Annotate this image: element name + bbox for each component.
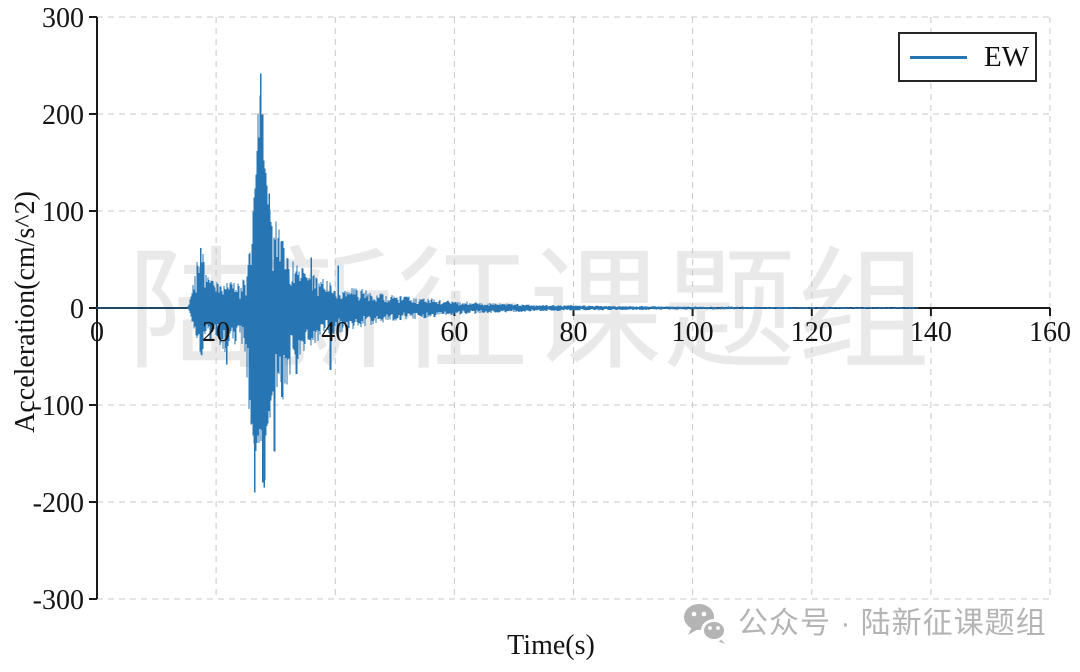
y-tick-label: -300 <box>33 585 84 616</box>
x-tick-label: 40 <box>321 317 349 348</box>
x-tick-label: 80 <box>560 317 588 348</box>
x-tick-label: 60 <box>440 317 468 348</box>
x-tick-label: 100 <box>672 317 714 348</box>
y-tick-label: 0 <box>70 294 84 325</box>
legend-line-sample <box>910 55 967 59</box>
legend-box: EW <box>898 32 1037 82</box>
wechat-watermark: 公众号 · 陆新征课题组 <box>683 603 1047 645</box>
y-axis-title: Acceleration(cm/s^2) <box>10 191 41 433</box>
x-tick-label: 120 <box>791 317 833 348</box>
wechat-icon <box>684 604 727 644</box>
tick-labels: 300 200 100 0 -100 -200 -300 0 20 40 60 80 100 120 140… <box>33 3 1071 616</box>
ew-waveform <box>96 73 919 493</box>
x-tick-label: 140 <box>910 317 952 348</box>
y-tick-label: 200 <box>42 100 84 131</box>
legend-series-label: EW <box>984 40 1030 73</box>
x-axis-title: Time(s) <box>507 630 595 661</box>
y-tick-label: 300 <box>42 3 84 34</box>
y-tick-label: 100 <box>42 197 84 228</box>
x-tick-label: 0 <box>90 317 104 348</box>
x-tick-label: 20 <box>202 317 230 348</box>
y-tick-label: -200 <box>33 488 84 519</box>
wechat-watermark-text: 公众号 · 陆新征课题组 <box>738 607 1047 640</box>
y-tick-label: -100 <box>33 391 84 422</box>
x-tick-label: 160 <box>1029 317 1071 348</box>
